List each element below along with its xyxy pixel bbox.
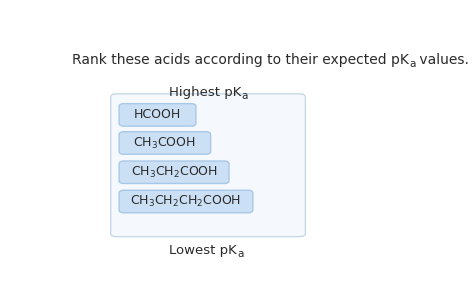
FancyBboxPatch shape [110,94,305,237]
FancyBboxPatch shape [119,161,229,184]
Text: values.: values. [415,53,469,67]
Text: CH$_{3}$CH$_{2}$COOH: CH$_{3}$CH$_{2}$COOH [130,165,218,180]
FancyBboxPatch shape [119,132,210,154]
Text: CH$_{3}$CH$_{2}$CH$_{2}$COOH: CH$_{3}$CH$_{2}$CH$_{2}$COOH [130,194,242,209]
Text: a: a [237,250,244,260]
Text: a: a [242,92,248,102]
FancyBboxPatch shape [119,190,253,213]
Text: CH$_{3}$COOH: CH$_{3}$COOH [134,136,196,150]
FancyBboxPatch shape [119,104,196,126]
Text: HCOOH: HCOOH [134,109,181,121]
Text: a: a [409,59,415,69]
Text: Lowest pK: Lowest pK [169,244,237,257]
Text: Rank these acids according to their expected pK: Rank these acids according to their expe… [72,53,409,67]
Text: Highest pK: Highest pK [169,86,242,98]
